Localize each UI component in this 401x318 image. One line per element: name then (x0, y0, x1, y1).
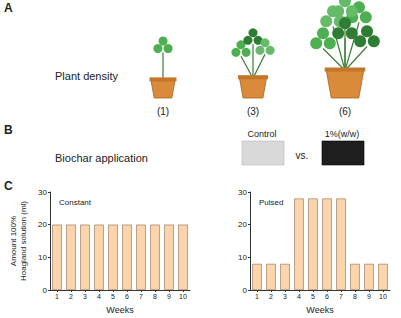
svg-text:20: 20 (38, 220, 47, 229)
svg-text:30: 30 (38, 188, 47, 197)
svg-text:7: 7 (339, 293, 343, 300)
svg-text:3: 3 (83, 293, 87, 300)
svg-text:4: 4 (297, 293, 301, 300)
svg-text:vs.: vs. (296, 150, 309, 161)
svg-text:3: 3 (283, 293, 287, 300)
svg-text:10: 10 (38, 253, 47, 262)
svg-text:1%(w/w): 1%(w/w) (325, 129, 360, 139)
svg-text:6: 6 (125, 293, 129, 300)
svg-text:Weeks: Weeks (306, 305, 334, 315)
svg-text:8: 8 (353, 293, 357, 300)
svg-text:Control: Control (247, 129, 276, 139)
svg-text:Hoagland solution (ml): Hoagland solution (ml) (19, 201, 28, 281)
svg-text:5: 5 (311, 293, 315, 300)
svg-text:20: 20 (238, 220, 247, 229)
svg-text:9: 9 (367, 293, 371, 300)
svg-text:Weeks: Weeks (106, 305, 134, 315)
svg-text:Amount 100%: Amount 100% (9, 216, 18, 266)
svg-text:(3): (3) (247, 106, 259, 117)
svg-text:B: B (4, 123, 13, 137)
svg-text:Constant: Constant (59, 198, 92, 207)
svg-text:Biochar application: Biochar application (55, 152, 148, 164)
svg-text:8: 8 (153, 293, 157, 300)
svg-text:Plant density: Plant density (55, 70, 118, 82)
svg-text:0: 0 (43, 286, 48, 295)
svg-text:1: 1 (255, 293, 259, 300)
svg-text:7: 7 (139, 293, 143, 300)
svg-text:(6): (6) (339, 106, 351, 117)
svg-text:A: A (4, 1, 13, 15)
svg-text:4: 4 (97, 293, 101, 300)
svg-text:10: 10 (379, 293, 387, 300)
svg-text:9: 9 (167, 293, 171, 300)
svg-text:5: 5 (111, 293, 115, 300)
svg-text:1: 1 (55, 293, 59, 300)
svg-text:(1): (1) (157, 106, 169, 117)
svg-text:C: C (4, 179, 13, 193)
svg-text:0: 0 (243, 286, 248, 295)
svg-text:2: 2 (69, 293, 73, 300)
svg-text:10: 10 (179, 293, 187, 300)
svg-text:30: 30 (238, 188, 247, 197)
svg-text:Pulsed: Pulsed (259, 198, 283, 207)
svg-text:2: 2 (269, 293, 273, 300)
svg-text:10: 10 (238, 253, 247, 262)
svg-text:6: 6 (325, 293, 329, 300)
